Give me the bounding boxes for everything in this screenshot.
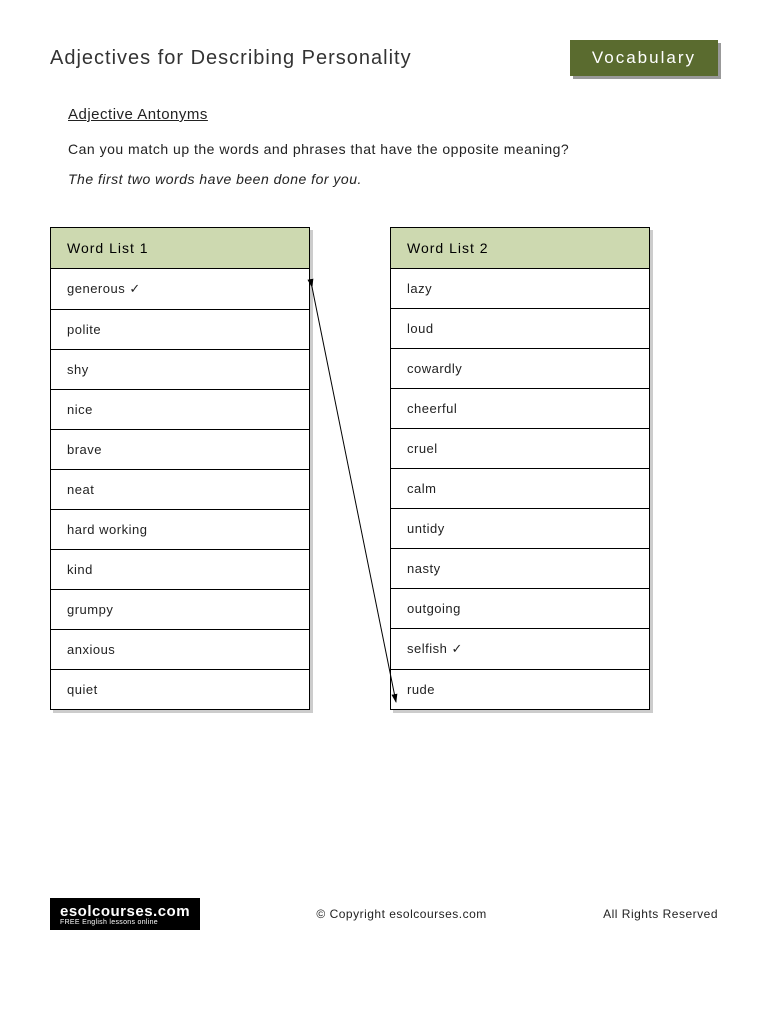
list2-item: cruel [391,429,650,469]
list2-item: nasty [391,549,650,589]
logo: esolcourses.com FREE English lessons onl… [50,898,200,930]
logo-sub: FREE English lessons online [60,919,190,926]
list1-item: generous ✓ [51,269,310,310]
list1-item: anxious [51,630,310,670]
list1-header: Word List 1 [51,228,310,269]
list1-item: hard working [51,510,310,550]
list2-item: calm [391,469,650,509]
list1-item: neat [51,470,310,510]
list1-item: quiet [51,670,310,710]
list2-item: cowardly [391,349,650,389]
lists-container: Word List 1 generous ✓ polite shy nice b… [50,227,718,710]
vocabulary-badge: Vocabulary [570,40,718,76]
worksheet-page: Adjectives for Describing Personality Vo… [0,0,768,960]
list1-item: brave [51,430,310,470]
word-list-2: Word List 2 lazy loud cowardly cheerful … [390,227,650,710]
list1-item: nice [51,390,310,430]
list2-item: untidy [391,509,650,549]
copyright-text: © Copyright esolcourses.com [200,907,603,921]
list2-item: outgoing [391,589,650,629]
list1-item: kind [51,550,310,590]
section-title: Adjective Antonyms [68,106,718,123]
list1-item: grumpy [51,590,310,630]
list1-item: shy [51,350,310,390]
footer: esolcourses.com FREE English lessons onl… [50,898,718,930]
instruction-text: Can you match up the words and phrases t… [68,141,718,157]
word-list-1: Word List 1 generous ✓ polite shy nice b… [50,227,310,710]
list1-item: polite [51,310,310,350]
list2-header: Word List 2 [391,228,650,269]
list2-item: lazy [391,269,650,309]
list2-item: loud [391,309,650,349]
logo-main: esolcourses.com [60,904,190,919]
page-title: Adjectives for Describing Personality [50,47,412,70]
match-arrow-line [312,287,396,702]
header-row: Adjectives for Describing Personality Vo… [50,40,718,76]
list2-item: cheerful [391,389,650,429]
hint-text: The first two words have been done for y… [68,171,718,187]
rights-text: All Rights Reserved [603,907,718,921]
list2-item: selfish ✓ [391,629,650,670]
list2-item: rude [391,670,650,710]
